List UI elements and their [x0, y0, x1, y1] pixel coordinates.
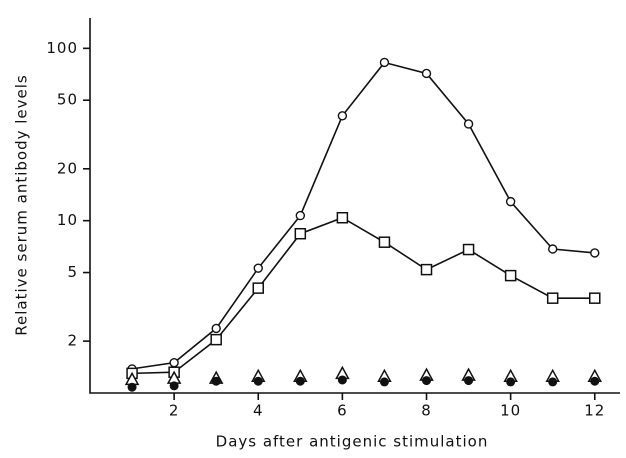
point — [379, 57, 390, 68]
x-tick-label: 8 — [421, 402, 432, 420]
point — [505, 196, 516, 207]
y-tick-label: 100 — [46, 39, 78, 57]
y-axis-label: Relative serum antibody levels — [13, 74, 31, 335]
point — [504, 269, 517, 282]
point — [506, 377, 516, 387]
point — [379, 377, 389, 387]
y-tick-label: 10 — [57, 211, 78, 229]
x-axis-label: Days after antigenic stimulation — [216, 433, 489, 451]
point — [169, 357, 179, 368]
point — [463, 119, 474, 129]
point — [378, 236, 391, 248]
point — [211, 323, 221, 334]
series-line — [131, 61, 595, 370]
series-line — [132, 216, 595, 375]
x-tick-label: 4 — [253, 402, 264, 420]
point — [464, 376, 474, 386]
point — [295, 210, 306, 221]
point — [253, 376, 263, 386]
point — [211, 376, 221, 386]
point — [590, 248, 600, 258]
y-tick-label: 20 — [57, 159, 78, 177]
point — [546, 292, 559, 304]
point — [210, 333, 222, 346]
x-tick-label: 10 — [500, 402, 521, 420]
point — [295, 376, 305, 386]
point — [337, 375, 347, 385]
point — [590, 376, 600, 386]
y-tick-label: 50 — [57, 91, 78, 109]
x-tick-label: 2 — [169, 402, 180, 420]
point — [127, 382, 137, 392]
point — [336, 211, 349, 224]
point — [548, 377, 558, 387]
point — [337, 111, 348, 121]
point — [253, 263, 263, 273]
point — [547, 244, 558, 254]
point — [252, 282, 265, 294]
point — [421, 68, 432, 79]
point — [589, 292, 601, 304]
x-tick-label: 12 — [584, 402, 605, 420]
point — [422, 376, 432, 386]
y-tick-label: 5 — [67, 263, 78, 281]
x-tick-label: 6 — [337, 402, 348, 420]
point — [294, 227, 307, 240]
point — [462, 243, 475, 256]
point — [169, 381, 179, 391]
y-tick-label: 2 — [67, 332, 78, 350]
point — [420, 263, 433, 276]
axes — [89, 18, 620, 394]
